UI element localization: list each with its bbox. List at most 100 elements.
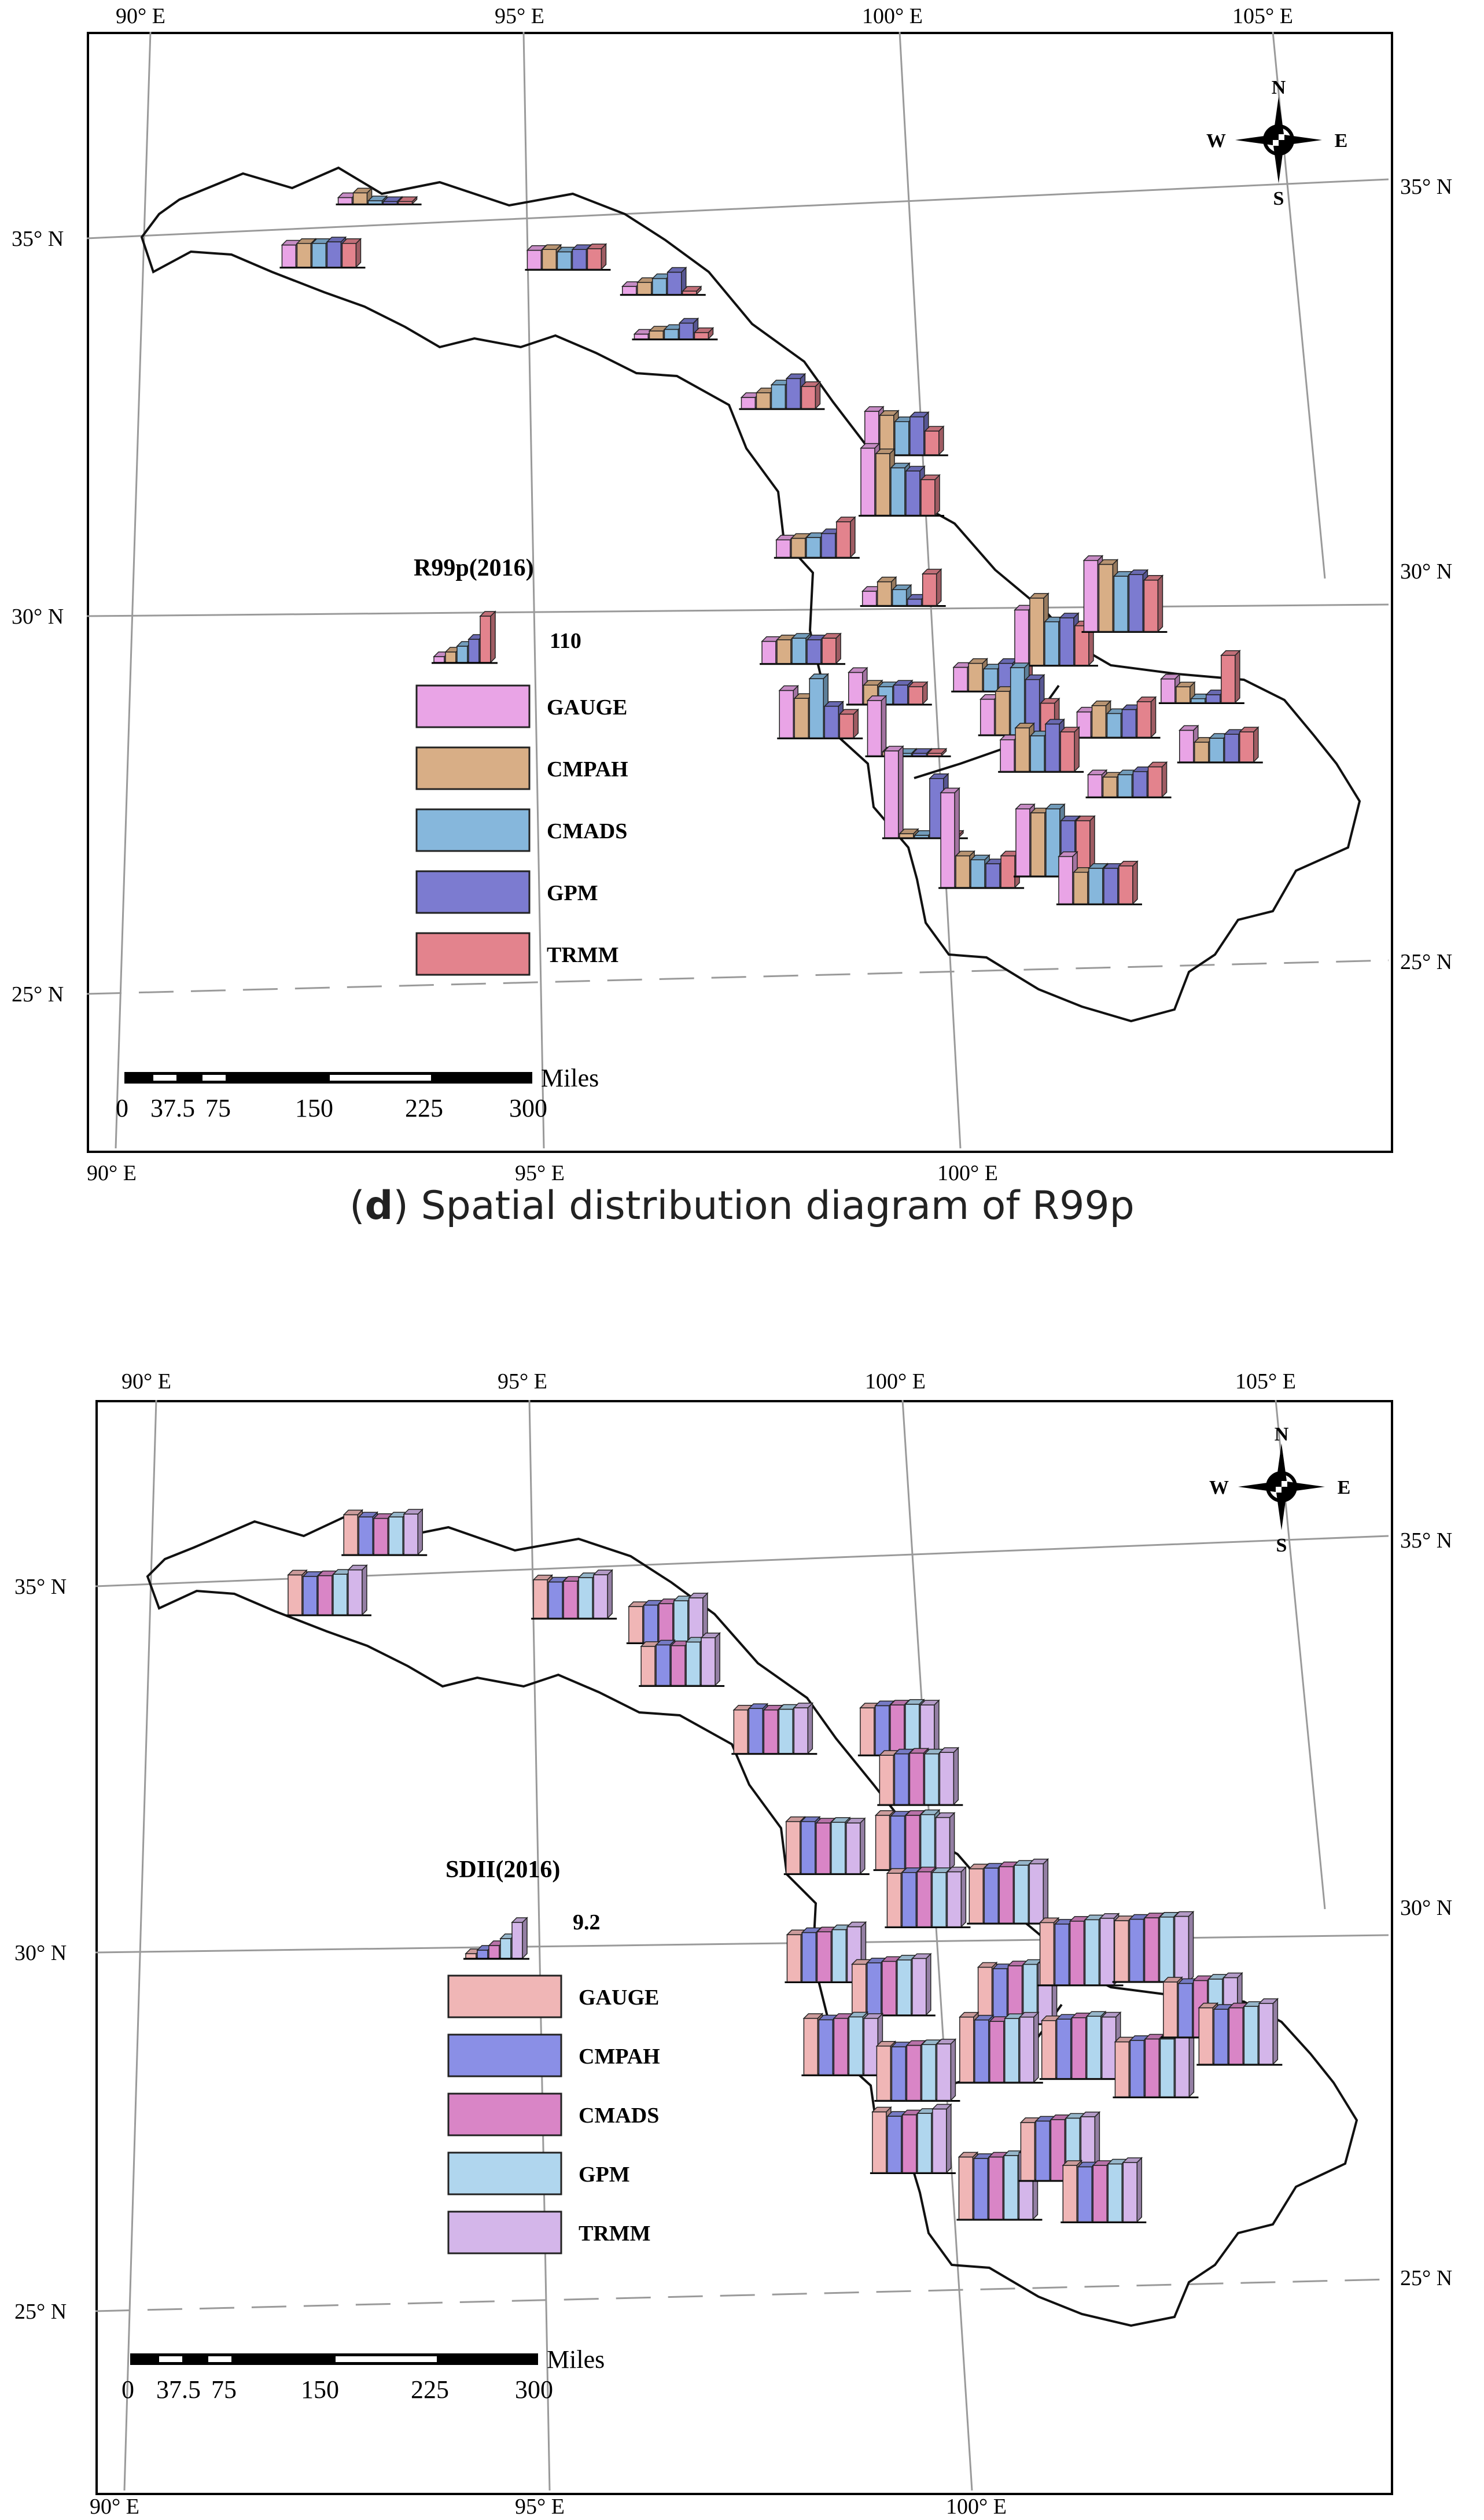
station-chart xyxy=(1056,850,1142,905)
station-chart xyxy=(632,317,718,341)
station-bar-trmm xyxy=(1118,860,1139,905)
lat-label: 35° N xyxy=(1400,175,1452,199)
station-bar-trmm xyxy=(1147,761,1168,798)
station-bar-gauge xyxy=(1160,673,1181,704)
station-chart xyxy=(1074,696,1161,739)
legend-swatch-gauge xyxy=(415,684,531,728)
scale-unit: Miles xyxy=(547,2345,605,2374)
lat-label: 30° N xyxy=(14,1941,67,1965)
lon-label: 95° E xyxy=(515,2495,565,2519)
station-bar-trmm xyxy=(1143,574,1164,633)
station-chart xyxy=(1037,1913,1124,1987)
station-bar-trmm xyxy=(793,1702,814,1755)
station-bar-trmm xyxy=(931,2103,952,2174)
station-chart xyxy=(531,1569,617,1620)
station-bar-trmm xyxy=(1122,2157,1143,2223)
compass-w: W xyxy=(1209,1477,1229,1498)
lon-label: 90° E xyxy=(90,2495,139,2519)
legend-label-gpm: GPM xyxy=(547,881,598,905)
station-bar-cmpah xyxy=(898,828,919,839)
legend-label-gauge: GAUGE xyxy=(547,695,627,720)
lon-label: 105° E xyxy=(1232,4,1293,28)
station-chart xyxy=(975,1957,1062,2025)
caption-text: Spatial distribution diagram of R99p xyxy=(408,1183,1135,1229)
lat-label: 25° N xyxy=(1400,2266,1452,2290)
legend-value: 110 xyxy=(550,629,581,653)
station-bar-trmm xyxy=(911,1952,932,2016)
station-chart xyxy=(859,442,944,517)
station-chart xyxy=(1112,1910,1198,1983)
station-bar-gpm xyxy=(904,1699,925,1756)
station-bar-trmm xyxy=(1018,2011,1040,2083)
scale-tick: 75 xyxy=(211,2375,237,2404)
legend-value: 9.2 xyxy=(573,1910,601,1935)
lat-label: 35° N xyxy=(14,1575,67,1599)
station-bar-trmm xyxy=(936,2038,957,2102)
basin-outline xyxy=(140,166,1361,1023)
station-chart xyxy=(849,1952,936,2017)
scale-tick: 300 xyxy=(509,1094,547,1122)
lon-labels-top: 90° E 95° E 100° E 105° E xyxy=(116,4,1293,28)
station-chart xyxy=(967,1858,1053,1925)
scale-tick: 37.5 xyxy=(150,1094,195,1122)
lon-label: 95° E xyxy=(498,1369,547,1394)
station-bar-trmm xyxy=(397,196,418,205)
caption-paren-close: ) xyxy=(393,1183,408,1229)
station-bar-trmm xyxy=(921,568,942,607)
station-bar-trmm xyxy=(907,681,929,705)
legend-d: R99p(2016) 110 GAUGE CMPAH CMADS GPM TRMM xyxy=(414,555,628,976)
station-bar-trmm xyxy=(681,285,702,296)
legend-swatch-trmm xyxy=(447,2210,562,2254)
station-bar-trmm xyxy=(838,708,860,739)
station-bar-trmm xyxy=(1174,2030,1195,2098)
station-chart xyxy=(998,718,1084,773)
legend-sample-bar xyxy=(511,1917,528,1959)
station-chart xyxy=(525,243,611,271)
station-chart xyxy=(857,1699,944,1756)
figure-caption: (d) Spatial distribution diagram of R99p xyxy=(0,1183,1484,1229)
station-bar-trmm xyxy=(1220,649,1241,704)
lat-label: 30° N xyxy=(12,605,64,629)
station-bar-trmm xyxy=(688,1592,709,1644)
scale-tick: 225 xyxy=(411,2375,449,2404)
legend-label-cmads: CMADS xyxy=(579,2103,659,2128)
lon-label: 95° E xyxy=(495,4,544,28)
legend-swatch-gauge xyxy=(447,1974,562,2018)
station-bar-cmads xyxy=(891,584,912,607)
station-bar-trmm xyxy=(592,1569,613,1619)
station-chart xyxy=(873,1808,959,1871)
station-bar-cmpah xyxy=(648,325,669,340)
legend-sample-bars xyxy=(432,610,498,664)
scale-tick: 37.5 xyxy=(156,2375,201,2404)
lon-label: 100° E xyxy=(937,1161,998,1185)
station-chart xyxy=(846,666,932,706)
lon-label: 90° E xyxy=(121,1369,171,1394)
scale-tick: 0 xyxy=(116,1094,128,1122)
lon-labels-bottom: 90° E 95° E 100° E xyxy=(90,2495,1007,2519)
station-bar-gauge xyxy=(883,745,904,839)
lat-labels-right: 35° N 30° N 25° N xyxy=(1400,175,1452,974)
lon-label: 100° E xyxy=(862,4,923,28)
station-chart xyxy=(1013,803,1099,878)
station-chart xyxy=(860,568,946,607)
station-bar-gpm xyxy=(892,679,914,705)
basin-outline xyxy=(146,1514,1358,2327)
station-chart xyxy=(870,2103,956,2175)
legend-label-cmpah: CMPAH xyxy=(547,757,628,782)
lon-label: 90° E xyxy=(116,4,165,28)
legend-sample-bars xyxy=(463,1917,529,1960)
graticule xyxy=(95,1399,1389,2491)
legend-sample-bar xyxy=(479,610,496,664)
caption-letter: d xyxy=(364,1183,393,1229)
station-chart xyxy=(774,516,860,559)
compass-e: E xyxy=(1338,1477,1351,1498)
station-chart xyxy=(957,2011,1043,2084)
station-bar-trmm xyxy=(835,516,856,559)
legend-swatch-gpm xyxy=(447,2151,562,2195)
legend-swatch-cmpah xyxy=(447,2033,562,2077)
legend-title: R99p(2016) xyxy=(414,555,534,581)
station-bar-trmm xyxy=(403,1508,424,1556)
station-bar-trmm xyxy=(1136,696,1157,739)
station-bar-gauge xyxy=(847,666,868,705)
